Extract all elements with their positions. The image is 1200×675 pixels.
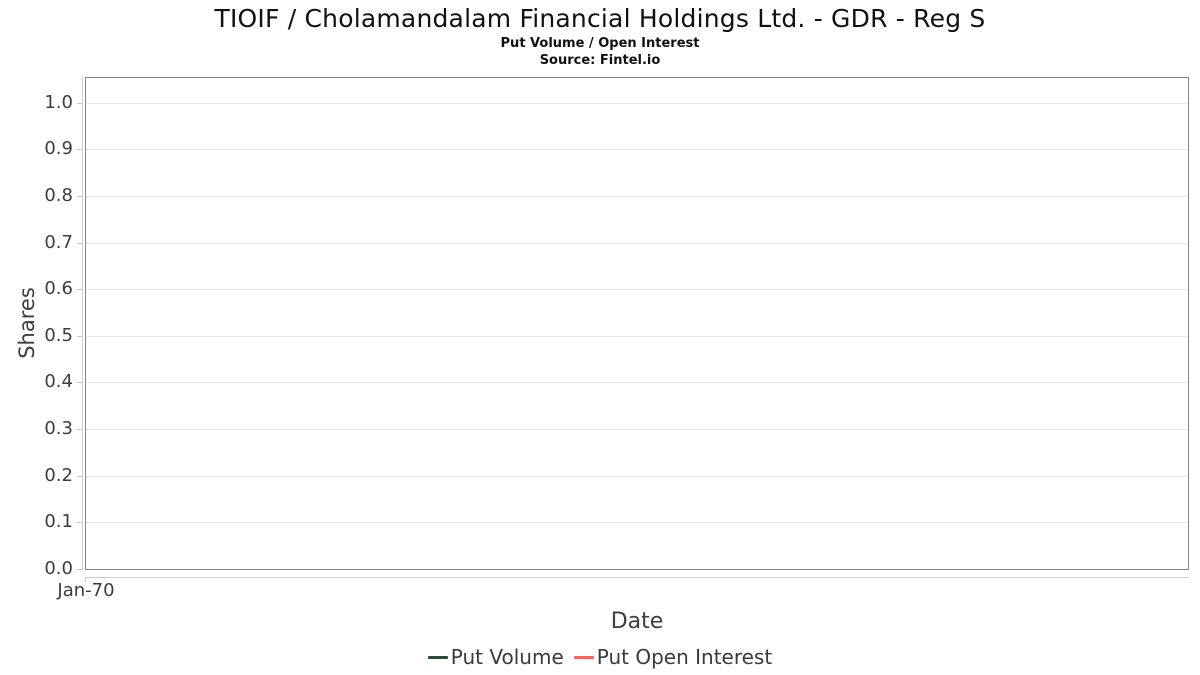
y-tick-label: 0.9 [44, 138, 73, 160]
y-tick-mark [77, 522, 82, 524]
gridline [86, 149, 1188, 151]
y-tick-mark [77, 429, 82, 431]
y-tick-label: 0.4 [44, 371, 73, 393]
gridline [86, 289, 1188, 291]
chart-subtitle: Put Volume / Open Interest [500, 36, 700, 51]
gridline [86, 522, 1188, 524]
plot-area [85, 77, 1189, 570]
y-tick-mark [77, 242, 82, 244]
y-tick-mark [77, 382, 82, 384]
x-axis-line [85, 577, 1189, 578]
gridline [86, 242, 1188, 244]
y-tick-label: 0.6 [44, 278, 73, 300]
y-tick-mark [77, 102, 82, 104]
y-tick-mark [77, 335, 82, 337]
y-tick-label: 0.5 [44, 324, 73, 346]
legend-label: Put Volume [450, 645, 564, 669]
y-tick-mark [77, 289, 82, 291]
y-tick-label: 0.1 [44, 511, 73, 533]
legend-line-icon [427, 655, 448, 659]
legend-line-icon [573, 655, 594, 659]
y-axis-line [82, 77, 83, 570]
x-axis-tick [85, 577, 86, 582]
y-tick-label: 0.8 [44, 184, 73, 206]
y-tick-label: 1.0 [44, 91, 73, 113]
y-tick-label: 0.3 [44, 418, 73, 440]
gridline [86, 475, 1188, 477]
y-tick-label: 0.7 [44, 231, 73, 253]
y-axis: 0.0 0.1 0.2 0.3 0.4 0.5 0.6 0.7 0.8 0.9 1.0 [0, 78, 82, 579]
x-axis-title: Date [610, 609, 664, 634]
legend-item[interactable]: Put Volume [427, 645, 564, 669]
y-tick-mark [77, 149, 82, 151]
chart-title: TIOIF / Cholamandalam Financial Holdings… [214, 4, 986, 33]
gridline [86, 382, 1188, 384]
chart-source: Source: Fintel.io [539, 53, 661, 68]
gridline [86, 102, 1188, 104]
y-tick-label: 0.0 [44, 558, 73, 579]
gridline [86, 429, 1188, 431]
legend-label: Put Open Interest [596, 645, 773, 669]
legend-item[interactable]: Put Open Interest [573, 645, 773, 669]
y-tick-mark [77, 475, 82, 477]
x-tick-label: Jan-70 [57, 580, 115, 601]
y-tick-mark [77, 195, 82, 197]
gridline [86, 195, 1188, 197]
legend: Put Volume Put Open Interest [0, 645, 1200, 669]
y-tick-mark [77, 569, 82, 570]
gridline [86, 335, 1188, 337]
y-tick-label: 0.2 [44, 464, 73, 486]
